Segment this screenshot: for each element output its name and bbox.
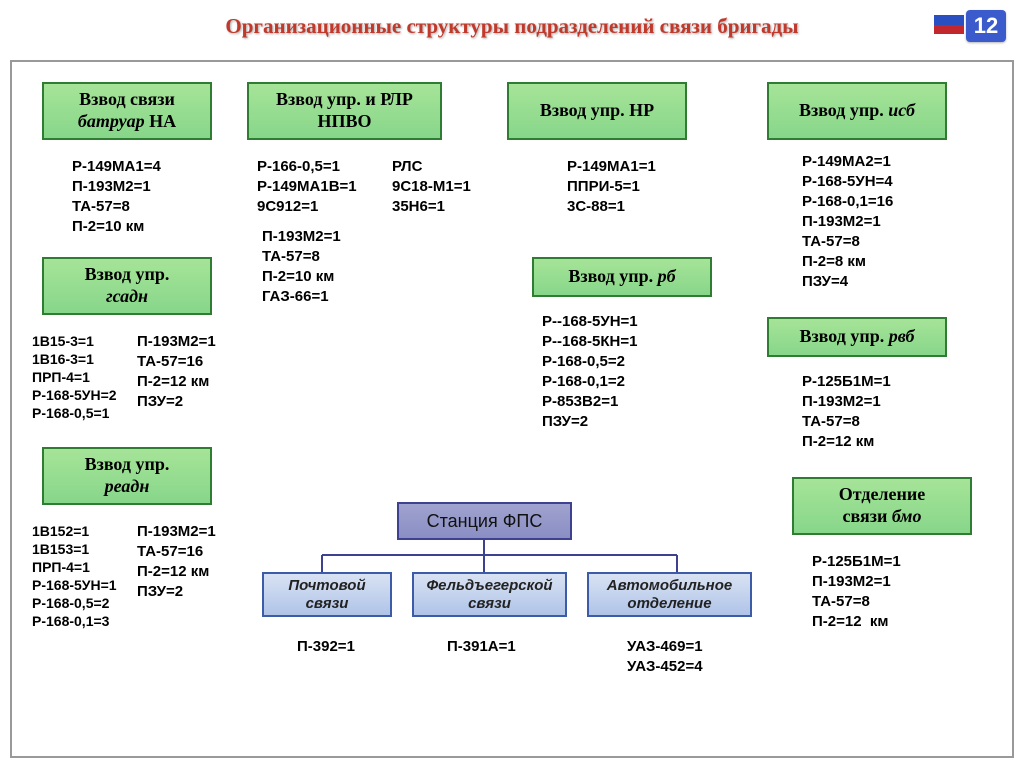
box8-l2: реадн (105, 476, 150, 496)
data-box2c: П-193М2=1 ТА-57=8 П-2=10 км ГАЗ-66=1 (262, 227, 341, 307)
sub-post: Почтовой связи (262, 572, 392, 617)
box5-l1: Взвод упр. (85, 264, 170, 284)
data-box1: Р-149МА1=4 П-193М2=1 ТА-57=8 П-2=10 км (72, 157, 161, 237)
box8-l1: Взвод упр. (85, 454, 170, 474)
page-title: Организационные структуры подразделений … (225, 14, 798, 38)
box7-pre: Взвод упр. (799, 326, 888, 346)
flag-icon (934, 6, 964, 34)
box-rvb: Взвод упр. рвб (767, 317, 947, 357)
box-vzvod-svyazi: Взвод связи батруар НА (42, 82, 212, 140)
page-number: 12 (966, 10, 1006, 42)
data-box8b: П-193М2=1 ТА-57=16 П-2=12 км ПЗУ=2 (137, 522, 216, 602)
data-box5b: П-193М2=1 ТА-57=16 П-2=12 км ПЗУ=2 (137, 332, 216, 412)
box4-pre: Взвод упр. (799, 100, 888, 120)
data-box2a: Р-166-0,5=1 Р-149МА1В=1 9С912=1 (257, 157, 357, 217)
station-fps: Станция ФПС (397, 502, 572, 540)
box-rb: Взвод упр. рб (532, 257, 712, 297)
box1-pre: батруар (78, 111, 149, 131)
box9-suf: бмо (892, 506, 922, 526)
data-box2b: РЛС 9С18-М1=1 35Н6=1 (392, 157, 471, 217)
data-box6: Р--168-5УН=1 Р--168-5КН=1 Р-168-0,5=2 Р-… (542, 312, 638, 432)
box9-l1: Отделение (839, 484, 926, 504)
box2-l2: НПВО (317, 111, 371, 131)
sub2-label: Фельдъегерской связи (417, 577, 562, 613)
content-frame: Взвод связи батруар НА Взвод упр. и РЛР … (10, 60, 1014, 758)
box-bmo: Отделение связи бмо (792, 477, 972, 535)
data-box5a: 1В15-3=1 1В16-3=1 ПРП-4=1 Р-168-5УН=2 Р-… (32, 332, 117, 422)
data-sub2: П-391А=1 (447, 637, 516, 657)
sub-feld: Фельдъегерской связи (412, 572, 567, 617)
data-sub1: П-392=1 (297, 637, 355, 657)
box1-line1: Взвод связи (79, 89, 175, 109)
sub3-label: Автомобильное отделение (592, 577, 747, 613)
box5-l2: гсадн (106, 286, 148, 306)
station-main-label: Станция ФПС (427, 511, 543, 532)
box-readn: Взвод упр. реадн (42, 447, 212, 505)
box-isb: Взвод упр. исб (767, 82, 947, 140)
box1-suf: НА (149, 111, 176, 131)
box3-label: Взвод упр. НР (513, 100, 681, 122)
box-npvo: Взвод упр. и РЛР НПВО (247, 82, 442, 140)
title-bar: Организационные структуры подразделений … (0, 14, 1024, 39)
data-box3: Р-149МА1=1 ППРИ-5=1 3С-88=1 (567, 157, 656, 217)
data-box4: Р-149МА2=1 Р-168-5УН=4 Р-168-0,1=16 П-19… (802, 152, 893, 292)
box-nr: Взвод упр. НР (507, 82, 687, 140)
box6-pre: Взвод упр. (568, 266, 657, 286)
box-gsadn: Взвод упр. гсадн (42, 257, 212, 315)
data-box7: Р-125Б1М=1 П-193М2=1 ТА-57=8 П-2=12 км (802, 372, 891, 452)
box9-pre: связи (843, 506, 892, 526)
box7-suf: рвб (889, 326, 915, 346)
box6-suf: рб (658, 266, 676, 286)
data-box8a: 1В152=1 1В153=1 ПРП-4=1 Р-168-5УН=1 Р-16… (32, 522, 117, 630)
sub-auto: Автомобильное отделение (587, 572, 752, 617)
data-sub3: УАЗ-469=1 УАЗ-452=4 (627, 637, 703, 677)
box2-l1: Взвод упр. и РЛР (276, 89, 413, 109)
sub1-label: Почтовой связи (267, 577, 387, 613)
box4-suf: исб (888, 100, 915, 120)
data-box9: Р-125Б1М=1 П-193М2=1 ТА-57=8 П-2=12 км (812, 552, 901, 632)
